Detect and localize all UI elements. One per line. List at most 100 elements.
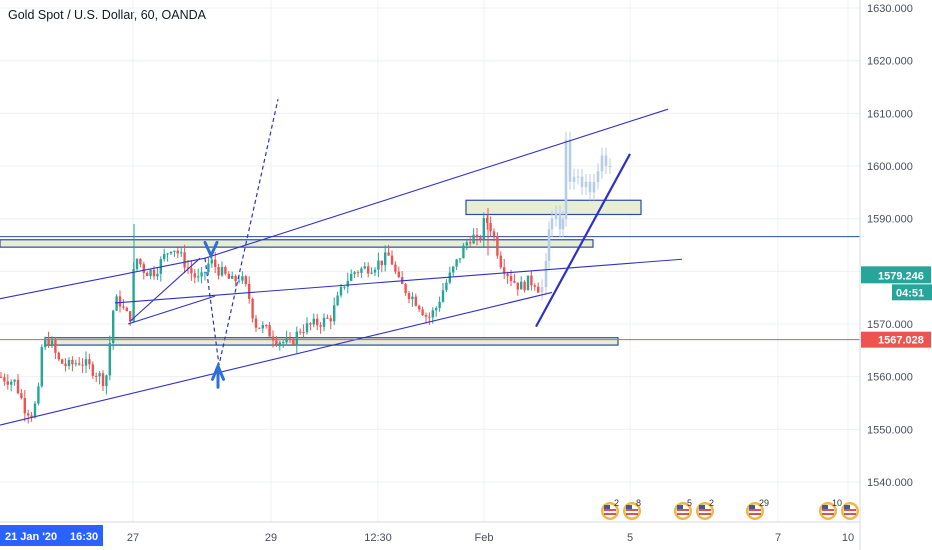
price-axis[interactable]: 1540.0001550.0001560.0001570.0001580.000…	[859, 0, 932, 550]
candle-body	[411, 296, 414, 300]
candle-body	[367, 266, 370, 274]
projection-series	[540, 131, 612, 301]
candle-body	[278, 342, 281, 345]
candle-body	[57, 352, 60, 360]
candle-body	[343, 286, 346, 288]
us-flag-icon[interactable]: 8	[623, 498, 641, 520]
candle-body	[98, 373, 101, 377]
x-tick-label: 10	[842, 532, 854, 544]
candle-body	[258, 327, 261, 329]
time-axis[interactable]: 27 29 12:30 Feb 5 7 10 21 Jan '20 16:30	[0, 521, 860, 546]
candle-body	[356, 272, 360, 274]
candle-body	[285, 338, 288, 343]
projection-body	[588, 181, 592, 193]
us-flag-icon[interactable]: 10	[819, 498, 842, 520]
us-flag-icon[interactable]: 29	[746, 498, 769, 520]
candle-body	[61, 359, 64, 364]
flag-stripe	[677, 513, 689, 515]
chart-title: Gold Spot / U.S. Dollar, 60, OANDA	[8, 8, 206, 22]
candle-body	[326, 317, 329, 319]
candle-body	[482, 218, 485, 240]
projection-body	[564, 139, 568, 219]
event-badges[interactable]: 2 8 5 2 29 10	[601, 498, 859, 520]
zone-rect	[44, 337, 619, 346]
candle-body	[231, 275, 234, 279]
candle-body	[193, 273, 196, 278]
x-tick-label: 29	[265, 532, 277, 544]
candle-body	[40, 347, 43, 387]
flag-stripe	[699, 513, 711, 515]
candle-body	[302, 332, 305, 334]
candle-body	[265, 325, 268, 327]
y-tick-label: 1600.000	[867, 161, 913, 173]
candle-body	[360, 268, 363, 273]
candle-body	[438, 301, 441, 309]
candle-body	[10, 381, 13, 385]
flag-stripe	[626, 513, 638, 515]
current-price-badge	[861, 266, 931, 284]
us-flag-icon[interactable]: 5	[674, 498, 692, 520]
down-arrow-icon	[203, 240, 219, 260]
candle-body	[54, 340, 57, 353]
candle-body	[431, 310, 434, 318]
channel-lower	[0, 291, 553, 426]
candle-body	[346, 280, 349, 287]
up-arrow-icon	[211, 362, 225, 389]
candle-body	[496, 235, 499, 256]
projection-body	[600, 155, 604, 172]
candle-body	[173, 250, 176, 252]
candle-body	[299, 331, 302, 333]
candle-body	[84, 359, 88, 366]
candle-body	[149, 269, 152, 276]
candle-body	[479, 237, 482, 240]
flag-stripe	[604, 513, 616, 515]
countdown-label: 04:51	[896, 287, 924, 299]
candle-body	[462, 245, 465, 259]
us-flag-icon[interactable]: 2	[601, 498, 619, 520]
projection-body	[608, 166, 612, 168]
candle-body	[530, 275, 533, 286]
projection-body	[554, 213, 558, 219]
zone-rect	[0, 239, 594, 248]
flag-stripe	[699, 509, 711, 511]
candle-body	[492, 231, 496, 236]
candle-body	[370, 272, 373, 274]
candle-body	[125, 307, 128, 312]
cursor-date-label: 21 Jan '20	[5, 531, 57, 543]
candle-body	[214, 259, 217, 268]
y-tick-label: 1630.000	[867, 3, 913, 15]
flag-canton	[749, 505, 755, 509]
candle-body	[469, 242, 472, 244]
candle-body	[95, 375, 98, 377]
candle-body	[506, 273, 509, 277]
grid-lines	[0, 0, 860, 522]
candle-body	[353, 272, 356, 274]
badge-count: 8	[636, 498, 641, 508]
candle-body	[424, 315, 428, 317]
x-tick-label: 27	[127, 532, 139, 544]
candle-body	[237, 280, 241, 282]
y-tick-label: 1620.000	[867, 56, 913, 68]
candle-body	[523, 281, 526, 291]
candle-body	[200, 272, 203, 277]
flag-stripe	[604, 509, 616, 511]
candle-body	[414, 296, 417, 306]
flag-canton	[604, 505, 610, 509]
flag-canton	[699, 505, 705, 509]
candle-body	[13, 379, 16, 382]
candle-body	[217, 267, 220, 276]
candle-body	[122, 306, 125, 308]
projection-body	[550, 218, 554, 230]
us-flag-icon[interactable]: 2	[696, 498, 714, 520]
candle-body	[333, 305, 336, 322]
candle-body	[37, 386, 40, 404]
candle-body	[3, 377, 6, 382]
flag-stripe	[749, 513, 761, 515]
candle-body	[220, 266, 224, 276]
candle-body	[30, 415, 33, 418]
trend-drawings	[0, 99, 860, 426]
us-flag-icon[interactable]	[841, 502, 859, 520]
candle-body	[418, 305, 421, 310]
projection-body	[558, 213, 562, 230]
